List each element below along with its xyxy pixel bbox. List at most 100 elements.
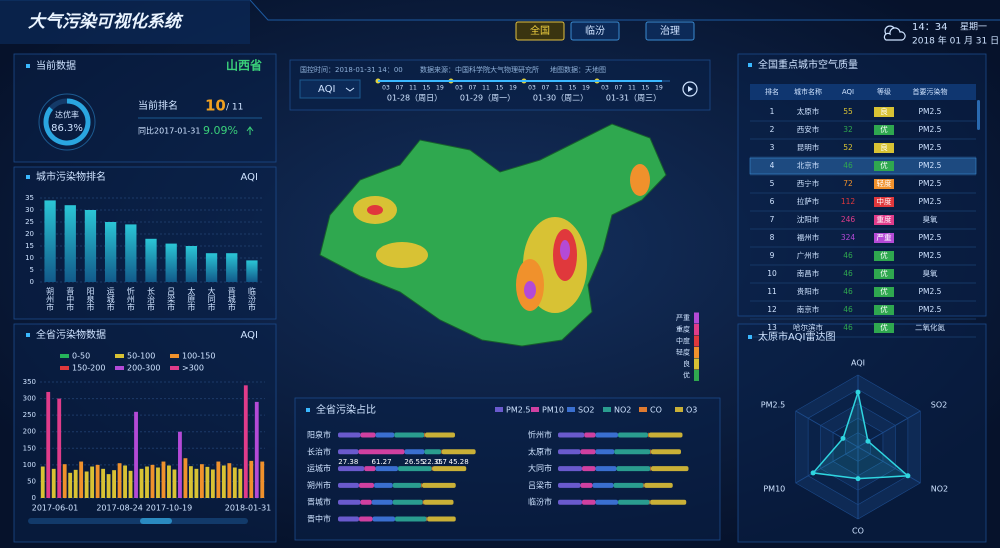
play-button[interactable]	[682, 81, 698, 97]
bar	[84, 471, 89, 498]
bar	[145, 466, 149, 498]
radar-axis	[795, 446, 859, 484]
x-tick-label: 晋城市	[227, 287, 236, 312]
table-scrollbar[interactable]	[977, 100, 980, 130]
bar-segment	[644, 482, 673, 488]
hour-label: 19	[655, 85, 663, 92]
legend-swatch	[639, 407, 647, 412]
table-header	[750, 84, 976, 100]
table-cell: 沈阳市	[797, 214, 820, 224]
panel-title: 全省污染占比	[316, 403, 376, 416]
table-cell: 广州市	[797, 250, 820, 260]
title-marker	[26, 64, 30, 68]
legend-swatch	[694, 347, 699, 358]
selector-caret	[345, 87, 355, 92]
level-badge	[874, 197, 894, 207]
hotspot	[376, 242, 428, 268]
scroll-thumb[interactable]	[140, 518, 172, 524]
table-cell: 55	[843, 107, 853, 116]
selector[interactable]	[299, 79, 361, 99]
hour-label: 11	[482, 85, 490, 92]
data-label: 22.35	[423, 458, 443, 466]
hour-label: 15	[642, 85, 650, 92]
legend-swatch	[495, 407, 503, 412]
table-cell: PM2.5	[919, 143, 942, 152]
table-cell: 太原市	[797, 106, 820, 116]
bar	[125, 224, 137, 282]
y-tick-label: 100	[23, 461, 36, 469]
bar-segment	[394, 432, 425, 438]
bar-segment	[582, 499, 596, 505]
day-label: 01-30（周二）	[533, 94, 588, 103]
legend-swatch	[170, 366, 179, 370]
hour-label: 07	[615, 85, 623, 92]
bar-segment	[592, 482, 614, 488]
legend-label: 200-300	[127, 364, 160, 373]
hour-label: 11	[555, 85, 563, 92]
legend-label: SO2	[578, 406, 594, 415]
bar-segment	[424, 449, 442, 455]
level-badge	[874, 233, 894, 243]
table-cell: PM2.5	[919, 305, 942, 314]
bar-segment	[338, 432, 361, 438]
level-badge	[874, 161, 894, 171]
bar-segment	[595, 499, 618, 505]
table-cell: 优	[880, 322, 888, 332]
bar	[44, 200, 56, 282]
rank-total: / 11	[226, 103, 243, 113]
table-cell: 6	[770, 197, 775, 206]
x-tick-label: 吕梁市	[167, 287, 176, 312]
bar	[64, 205, 76, 282]
bar-segment	[650, 449, 651, 455]
radar-point	[810, 470, 816, 476]
bar	[73, 469, 78, 498]
panel-title: 全省污染物数据	[36, 328, 106, 341]
x-tick-label: 太原市	[187, 286, 196, 312]
bar-segment	[425, 432, 455, 438]
tab[interactable]	[570, 21, 620, 41]
table-cell: 72	[843, 179, 853, 188]
bar-segment	[616, 466, 651, 472]
y-tick-label: 50	[27, 477, 36, 485]
header-frame	[0, 0, 1000, 21]
bar-segment	[374, 482, 393, 488]
cloud	[883, 27, 906, 41]
table-cell: 46	[843, 323, 853, 332]
selector-label: AQI	[318, 84, 336, 95]
bar	[165, 243, 177, 282]
bar-segment	[364, 466, 376, 472]
scrollbar[interactable]	[28, 518, 248, 524]
bar-segment	[395, 516, 427, 522]
hour-label: 07	[396, 85, 404, 92]
bar	[172, 469, 177, 498]
bar	[128, 470, 133, 498]
rank: 10	[205, 97, 226, 115]
bar	[226, 253, 238, 282]
bar-segment	[432, 466, 467, 472]
bar-segment	[372, 516, 395, 522]
city-label: 临汾市	[528, 497, 552, 507]
legend-label: 150-200	[72, 364, 105, 373]
hour-label: 15	[569, 85, 577, 92]
panel	[13, 166, 277, 320]
axis-label: AQI	[851, 359, 865, 368]
bar	[205, 253, 218, 282]
panel	[13, 53, 277, 163]
title-marker	[748, 335, 752, 339]
table-cell: 2	[770, 125, 775, 134]
hour-label: 03	[382, 85, 390, 92]
tab[interactable]	[645, 21, 695, 41]
legend-label: 50-100	[127, 352, 155, 361]
table-cell: 优	[880, 304, 888, 314]
hour-label: 07	[469, 85, 477, 92]
bar	[249, 460, 254, 498]
legend-label: 重度	[676, 325, 690, 334]
bar	[57, 398, 62, 498]
table-cell: 哈尔滨市	[793, 322, 823, 332]
title-marker	[26, 175, 30, 179]
bar	[161, 461, 166, 498]
table-cell: 臭氧	[923, 214, 938, 224]
city-label: 晋城市	[307, 497, 331, 507]
tab[interactable]	[515, 21, 565, 41]
